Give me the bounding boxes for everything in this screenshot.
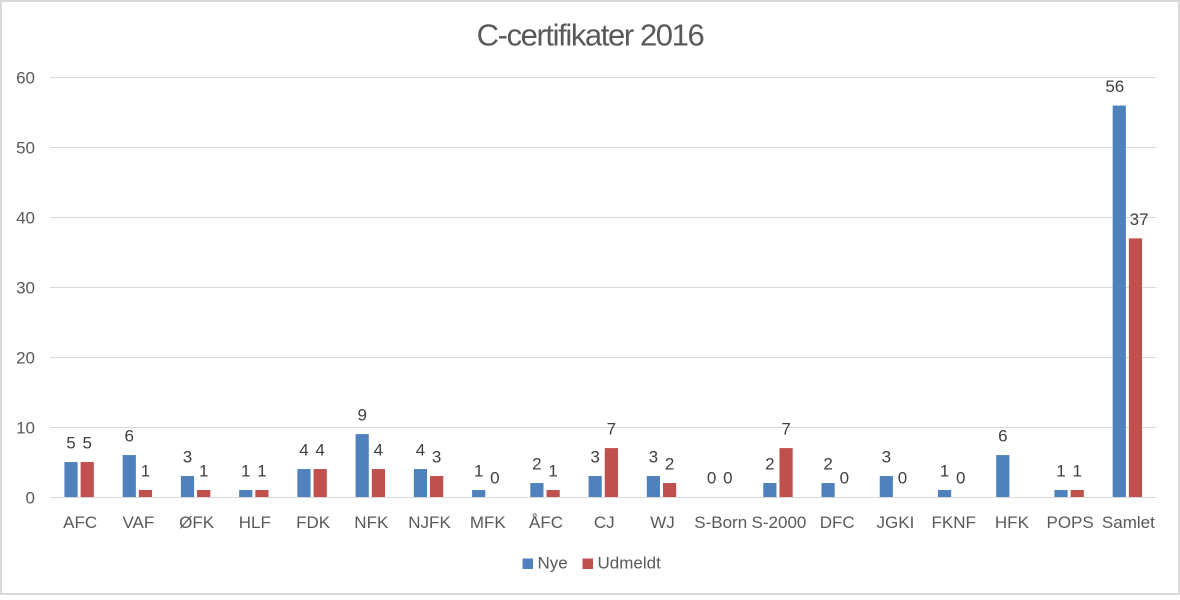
svg-text:2: 2 [765, 455, 774, 474]
svg-text:Udmeldt: Udmeldt [598, 554, 662, 573]
svg-text:1: 1 [241, 462, 250, 481]
svg-text:FKNF: FKNF [931, 513, 975, 532]
svg-text:1: 1 [141, 462, 150, 481]
svg-text:1: 1 [474, 462, 483, 481]
svg-text:S-Born: S-Born [694, 513, 747, 532]
svg-text:Nye: Nye [538, 554, 568, 573]
svg-text:20: 20 [16, 349, 35, 368]
svg-text:HFK: HFK [995, 513, 1030, 532]
svg-text:56: 56 [1105, 77, 1124, 96]
svg-text:1: 1 [257, 462, 266, 481]
svg-text:37: 37 [1130, 210, 1149, 229]
svg-text:5: 5 [66, 434, 75, 453]
svg-text:3: 3 [882, 448, 891, 467]
svg-text:ØFK: ØFK [179, 513, 215, 532]
svg-text:JGKI: JGKI [877, 513, 915, 532]
svg-text:6: 6 [125, 427, 134, 446]
svg-text:1: 1 [1056, 462, 1065, 481]
svg-text:0: 0 [26, 489, 35, 508]
svg-text:40: 40 [16, 209, 35, 228]
svg-text:30: 30 [16, 279, 35, 298]
svg-text:9: 9 [357, 406, 366, 425]
svg-text:4: 4 [299, 441, 308, 460]
svg-text:3: 3 [432, 448, 441, 467]
svg-text:4: 4 [315, 441, 324, 460]
svg-text:1: 1 [1073, 462, 1082, 481]
svg-text:7: 7 [607, 420, 616, 439]
svg-text:3: 3 [183, 448, 192, 467]
svg-text:HLF: HLF [239, 513, 271, 532]
svg-text:1: 1 [199, 462, 208, 481]
svg-text:C-certifikater 2016: C-certifikater 2016 [477, 18, 704, 53]
svg-text:NJFK: NJFK [408, 513, 451, 532]
svg-text:2: 2 [532, 455, 541, 474]
svg-text:5: 5 [82, 434, 91, 453]
svg-text:CJ: CJ [594, 513, 615, 532]
svg-text:Samlet: Samlet [1102, 513, 1155, 532]
svg-text:2: 2 [823, 455, 832, 474]
svg-text:ÅFC: ÅFC [529, 513, 563, 532]
svg-text:POPS: POPS [1047, 513, 1094, 532]
svg-text:0: 0 [707, 469, 716, 488]
svg-text:3: 3 [590, 448, 599, 467]
svg-text:FDK: FDK [296, 513, 331, 532]
svg-text:2: 2 [665, 455, 674, 474]
svg-text:3: 3 [649, 448, 658, 467]
svg-text:6: 6 [998, 427, 1007, 446]
svg-text:0: 0 [898, 469, 907, 488]
svg-text:10: 10 [16, 419, 35, 438]
svg-text:S-2000: S-2000 [752, 513, 807, 532]
svg-text:MFK: MFK [470, 513, 507, 532]
svg-text:0: 0 [490, 469, 499, 488]
svg-text:60: 60 [16, 69, 35, 88]
svg-text:DFC: DFC [820, 513, 855, 532]
svg-text:WJ: WJ [650, 513, 675, 532]
svg-text:NFK: NFK [354, 513, 389, 532]
svg-text:50: 50 [16, 139, 35, 158]
svg-text:AFC: AFC [63, 513, 97, 532]
svg-text:0: 0 [956, 469, 965, 488]
svg-text:VAF: VAF [122, 513, 154, 532]
svg-text:4: 4 [416, 441, 425, 460]
svg-text:4: 4 [374, 441, 383, 460]
svg-text:1: 1 [940, 462, 949, 481]
svg-text:0: 0 [840, 469, 849, 488]
svg-text:1: 1 [548, 462, 557, 481]
svg-text:7: 7 [781, 420, 790, 439]
svg-text:0: 0 [723, 469, 732, 488]
